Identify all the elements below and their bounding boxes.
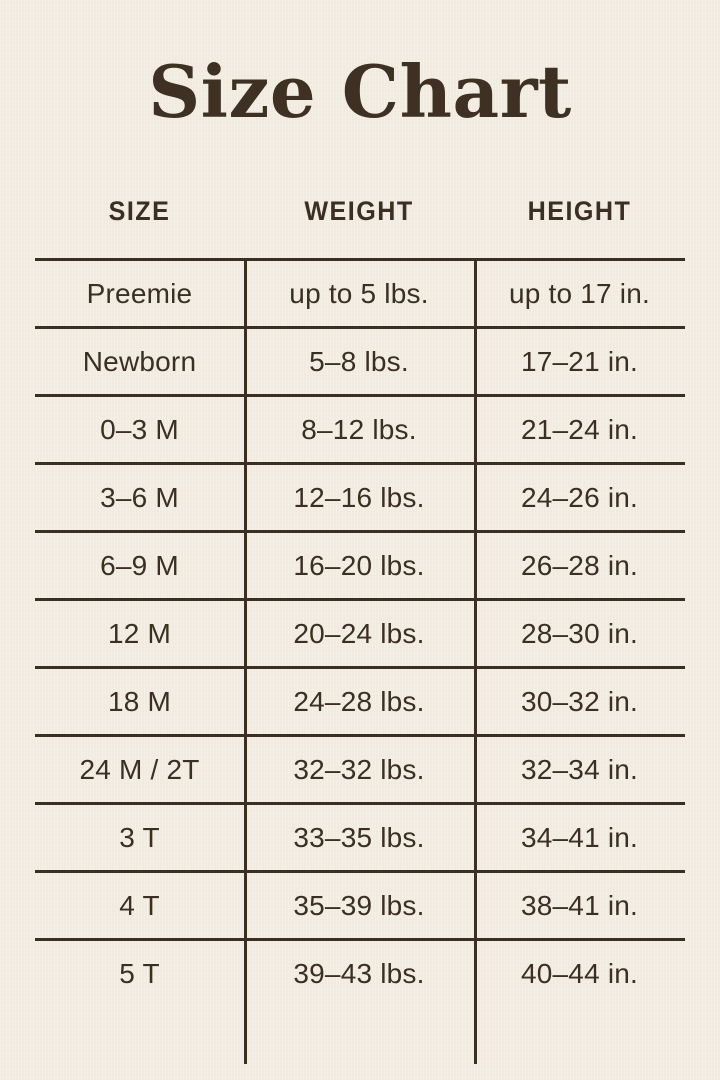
cell-size: 3–6 M — [100, 481, 179, 513]
cell-weight: 35–39 lbs. — [293, 889, 425, 921]
cell-weight: 20–24 lbs. — [293, 617, 425, 649]
cell-height: 28–30 in. — [520, 617, 638, 649]
table-row: 3–6 M 12–16 lbs. 24–26 in. — [35, 462, 685, 530]
size-chart-table: SIZE WEIGHT HEIGHT Preemie up to 5 lbs. … — [35, 190, 685, 1064]
table-row: 5 T 39–43 lbs. 40–44 in. — [35, 938, 685, 1006]
cell-height: 26–28 in. — [520, 549, 638, 581]
column-header-height: HEIGHT — [527, 196, 632, 226]
table-header-row: SIZE WEIGHT HEIGHT — [35, 190, 685, 258]
cell-height: 32–34 in. — [520, 753, 638, 785]
cell-size: 4 T — [119, 889, 160, 921]
cell-size: 24 M / 2T — [79, 753, 200, 785]
cell-size: 18 M — [107, 685, 172, 717]
table-row: 12 M 20–24 lbs. 28–30 in. — [35, 598, 685, 666]
cell-weight: 5–8 lbs. — [309, 345, 409, 377]
cell-height: 21–24 in. — [520, 413, 638, 445]
table-row: 18 M 24–28 lbs. 30–32 in. — [35, 666, 685, 734]
cell-height: 40–44 in. — [520, 957, 638, 989]
cell-weight: 32–32 lbs. — [293, 753, 425, 785]
cell-height: 24–26 in. — [520, 481, 638, 513]
cell-size: 12 M — [107, 617, 172, 649]
cell-height: up to 17 in. — [509, 277, 650, 309]
table-row: 0–3 M 8–12 lbs. 21–24 in. — [35, 394, 685, 462]
cell-size: Preemie — [86, 277, 193, 309]
cell-size: 0–3 M — [100, 413, 179, 445]
cell-size: 6–9 M — [100, 549, 179, 581]
page-title: Size Chart — [148, 49, 572, 134]
table-row: Newborn 5–8 lbs. 17–21 in. — [35, 326, 685, 394]
table-row: Preemie up to 5 lbs. up to 17 in. — [35, 258, 685, 326]
table-row: 24 M / 2T 32–32 lbs. 32–34 in. — [35, 734, 685, 802]
cell-height: 38–41 in. — [520, 889, 638, 921]
cell-size: 3 T — [119, 821, 160, 853]
cell-weight: 39–43 lbs. — [293, 957, 425, 989]
cell-height: 30–32 in. — [520, 685, 638, 717]
cell-weight: 16–20 lbs. — [293, 549, 425, 581]
cell-weight: 24–28 lbs. — [293, 685, 425, 717]
cell-height: 34–41 in. — [520, 821, 638, 853]
cell-weight: 8–12 lbs. — [301, 413, 417, 445]
column-header-size: SIZE — [108, 196, 171, 226]
cell-weight: 12–16 lbs. — [293, 481, 425, 513]
cell-size: Newborn — [82, 345, 197, 377]
column-divider-1 — [244, 258, 247, 1064]
column-header-weight: WEIGHT — [304, 196, 414, 226]
table-body: Preemie up to 5 lbs. up to 17 in. Newbor… — [35, 258, 685, 1064]
table-row: 3 T 33–35 lbs. 34–41 in. — [35, 802, 685, 870]
cell-weight: 33–35 lbs. — [293, 821, 425, 853]
cell-height: 17–21 in. — [520, 345, 638, 377]
cell-size: 5 T — [119, 957, 160, 989]
table-row: 6–9 M 16–20 lbs. 26–28 in. — [35, 530, 685, 598]
cell-weight: up to 5 lbs. — [289, 277, 429, 309]
column-divider-2 — [474, 258, 477, 1064]
table-row: 4 T 35–39 lbs. 38–41 in. — [35, 870, 685, 938]
